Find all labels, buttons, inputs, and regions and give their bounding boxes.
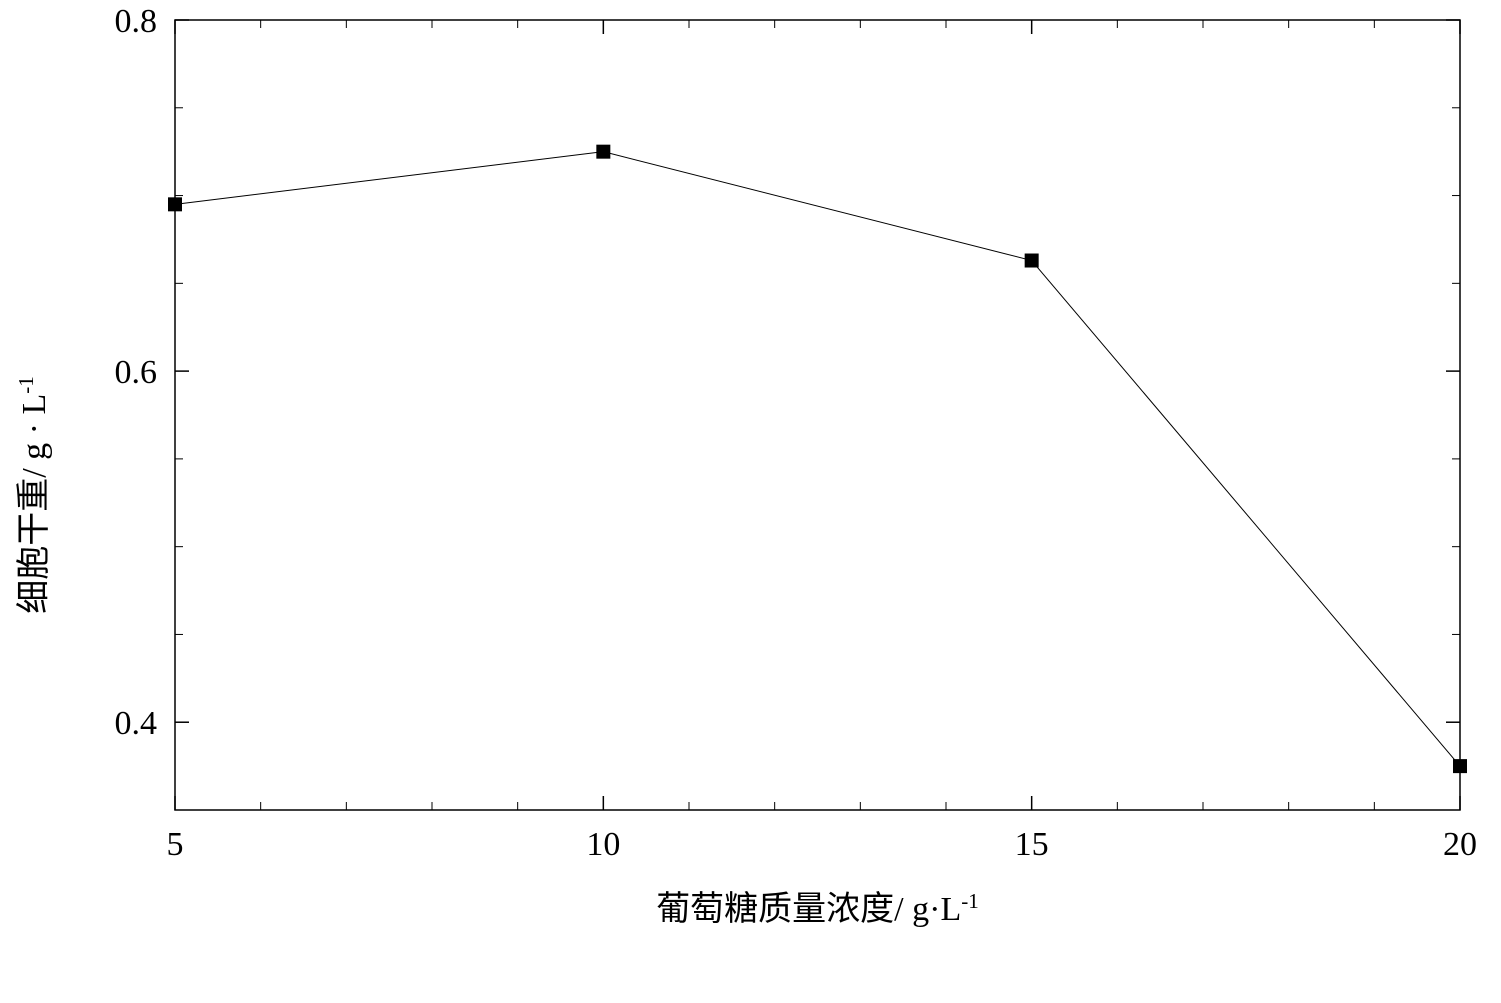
data-marker bbox=[596, 145, 610, 159]
data-marker bbox=[1025, 254, 1039, 268]
plot-frame bbox=[175, 20, 1460, 810]
y-tick-label: 0.6 bbox=[115, 354, 158, 391]
y-tick-label: 0.8 bbox=[115, 3, 158, 40]
data-line bbox=[175, 152, 1460, 766]
chart-container: 5 10 15 20 0.4 0.6 0.8 葡萄糖质量浓度/ g·L-1 细胞干重/ g · … bbox=[0, 0, 1501, 1003]
data-marker bbox=[168, 197, 182, 211]
x-tick-label: 15 bbox=[1015, 826, 1049, 863]
y-axis-label: 细胞干重/ g · L-1 bbox=[14, 376, 53, 614]
x-axis-label: 葡萄糖质量浓度/ g·L-1 bbox=[656, 889, 979, 928]
x-tick-label: 10 bbox=[586, 826, 620, 863]
x-tick-label: 5 bbox=[167, 826, 184, 863]
x-tick-label: 20 bbox=[1443, 826, 1477, 863]
y-tick-label: 0.4 bbox=[115, 705, 158, 742]
line-chart: 5 10 15 20 0.4 0.6 0.8 葡萄糖质量浓度/ g·L-1 细胞干重/ g · … bbox=[0, 0, 1501, 1003]
data-marker bbox=[1453, 759, 1467, 773]
